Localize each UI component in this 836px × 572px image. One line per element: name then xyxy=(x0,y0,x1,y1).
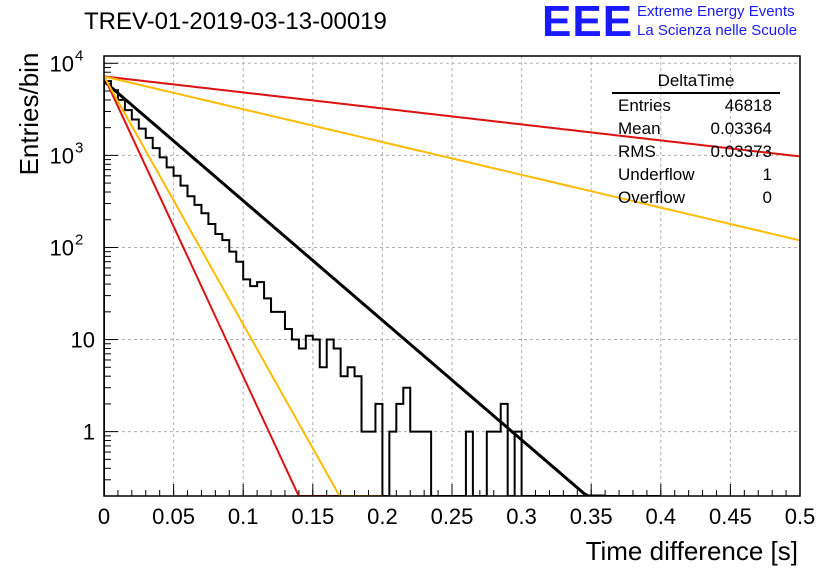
y-tick-label: 10 xyxy=(50,51,74,76)
plot-frame xyxy=(103,55,801,497)
stat-label: Entries xyxy=(618,96,671,115)
fit-line xyxy=(104,80,606,496)
y-axis-label: Entries/bin xyxy=(14,53,44,176)
stat-row-overflow: Overflow 0 xyxy=(612,186,780,209)
y-tick-label-exponent: 3 xyxy=(75,139,83,156)
x-tick-label: 0.3 xyxy=(506,504,537,529)
stat-value: 1 xyxy=(762,165,772,184)
x-tick-label: 0.15 xyxy=(291,504,334,529)
stat-row-underflow: Underflow 1 xyxy=(612,163,780,186)
stat-row-entries: Entries 46818 xyxy=(612,94,780,117)
reference-line xyxy=(104,75,800,158)
stat-value: 0 xyxy=(762,188,772,207)
organization-line-1: Extreme Energy Events xyxy=(637,3,795,20)
y-tick-label: 1 xyxy=(83,420,95,445)
x-tick-label: 0.4 xyxy=(646,504,677,529)
x-tick-label: 0.25 xyxy=(431,504,474,529)
y-tick-label: 10 xyxy=(50,143,74,168)
x-axis-label: Time difference [s] xyxy=(586,536,798,566)
reference-line xyxy=(104,76,383,496)
stat-label: Mean xyxy=(618,119,661,138)
y-tick-label-exponent: 4 xyxy=(75,47,83,64)
y-tick-label: 10 xyxy=(50,235,74,260)
y-tick-label-exponent: 2 xyxy=(75,231,83,248)
organization-line-2: La Scienza nelle Scuole xyxy=(637,22,798,39)
stat-row-rms: RMS 0.03373 xyxy=(612,140,780,163)
chart-title: TREV-01-2019-03-13-00019 xyxy=(84,8,387,35)
stat-value: 0.03364 xyxy=(710,119,772,138)
stat-value: 0.03373 xyxy=(710,142,772,161)
statistics-box: DeltaTime Entries 46818 Mean 0.03364 RMS… xyxy=(612,70,780,209)
x-tick-label: 0 xyxy=(98,504,110,529)
x-tick-label: 0.1 xyxy=(228,504,259,529)
eee-logo: EEE xyxy=(542,0,634,46)
x-tick-label: 0.45 xyxy=(709,504,752,529)
x-tick-label: 0.5 xyxy=(785,504,816,529)
stat-value: 46818 xyxy=(724,96,772,115)
stat-label: Overflow xyxy=(618,188,686,207)
reference-line xyxy=(104,75,800,242)
x-tick-label: 0.2 xyxy=(367,504,398,529)
histogram-outline xyxy=(104,80,661,496)
organization-name: Extreme Energy Events La Scienza nelle S… xyxy=(637,2,797,40)
x-tick-label: 0.05 xyxy=(152,504,195,529)
x-tick-label: 0.35 xyxy=(570,504,613,529)
statistics-title: DeltaTime xyxy=(612,70,780,94)
reference-line xyxy=(104,75,383,496)
y-tick-label: 10 xyxy=(71,328,95,353)
stat-label: Underflow xyxy=(618,165,695,184)
stat-label: RMS xyxy=(618,142,656,161)
stat-row-mean: Mean 0.03364 xyxy=(612,117,780,140)
